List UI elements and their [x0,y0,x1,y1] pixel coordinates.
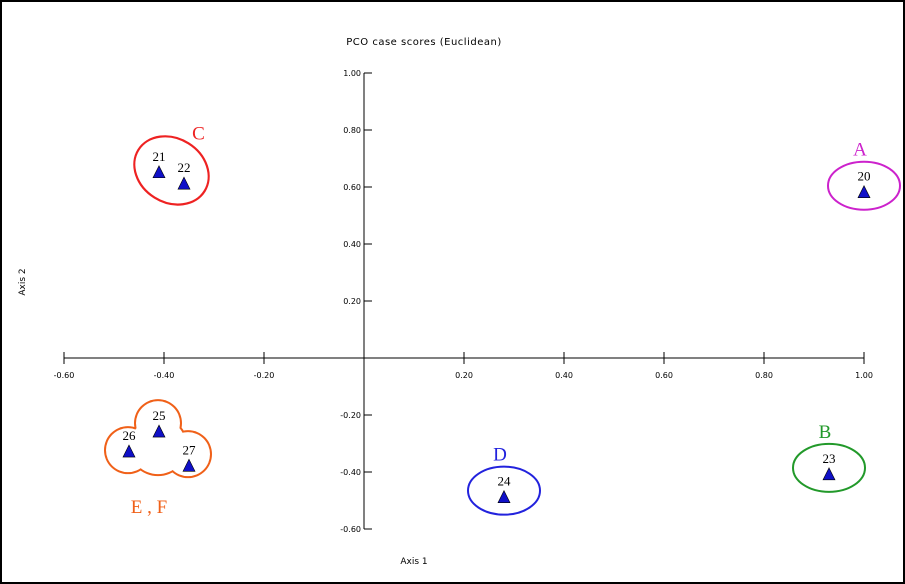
x-tick-label: 0.40 [555,371,573,380]
x-tick-label: -0.20 [254,371,275,380]
group-outline [827,160,901,211]
y-tick-label: 1.00 [343,69,361,78]
data-point-marker [822,467,836,481]
x-tick-label: 0.20 [455,371,473,380]
data-point-label: 23 [823,451,836,466]
data-point-marker [152,165,166,179]
data-points: 20 21 22 23 24 25 26 27 [123,149,871,503]
data-point-label: 27 [183,442,197,457]
data-point-label: 24 [498,474,512,489]
x-tick-label: 1.00 [855,371,873,380]
y-tick-label: 0.40 [343,240,361,249]
data-point-marker [177,176,191,190]
data-point-label: 22 [178,160,191,175]
x-axis-title: Axis 1 [400,557,427,567]
group-outline-fill [130,418,186,475]
y-tick-label: 0.20 [343,297,361,306]
group-label: D [493,445,507,466]
group-outlines: A B C D E , F [104,123,901,518]
group-label: B [819,422,832,443]
data-point-label: 20 [858,169,871,184]
group-outline [792,442,866,493]
axes: -0.60 -0.40 -0.20 0.20 0.40 0.60 0.80 1.00 1.00 0… [54,69,873,534]
y-tick-label: 0.60 [343,183,361,192]
x-tick-label: -0.40 [154,371,175,380]
data-point-label: 26 [123,428,137,443]
data-point-marker [152,424,166,438]
data-point-marker [857,185,871,198]
data-point-marker [122,444,136,458]
x-tick-label: 0.60 [655,371,673,380]
y-tick-label: 0.80 [343,126,361,135]
y-tick-label: -0.40 [340,468,361,477]
group-label: A [853,140,867,161]
x-tick-label: 0.80 [755,371,773,380]
group-outline [467,465,541,516]
chart-title: PCO case scores (Euclidean) [346,37,501,48]
y-tick-label: -0.60 [340,525,361,534]
data-point-label: 21 [153,149,166,164]
data-point-marker [497,489,511,503]
data-point-label: 25 [153,408,166,423]
group-label: C [192,123,205,144]
group-label: E , F [131,497,167,518]
group-outline [133,135,210,206]
data-point-marker [182,458,196,472]
y-axis-title: Axis 2 [18,268,28,295]
x-tick-label: -0.60 [54,371,75,380]
y-tick-label: -0.20 [340,411,361,420]
group-outline [104,399,212,479]
